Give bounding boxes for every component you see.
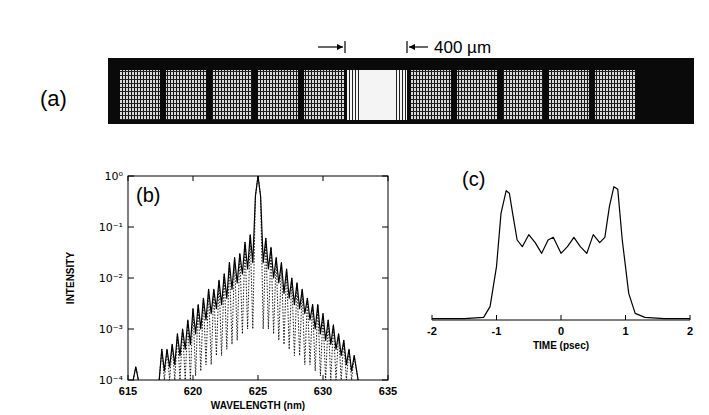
grating-block: [304, 70, 344, 120]
grating-block: [549, 70, 589, 120]
mask-background: [108, 58, 694, 124]
y-tick: [382, 278, 388, 279]
y-tick: [128, 278, 134, 279]
scale-arrowhead: [409, 44, 415, 50]
y-tick: [128, 176, 134, 177]
data-line: [133, 176, 358, 380]
y-tick-label: 10⁻²: [99, 272, 123, 285]
data-group: [432, 187, 690, 319]
figure: (a)400 µm61562062563063510⁻⁴10⁻³10⁻²10⁻¹…: [0, 0, 709, 415]
x-tick: [193, 375, 194, 380]
center-line: [349, 70, 350, 120]
scale-bar-end: [406, 41, 407, 53]
y-tick-label: 10⁰: [105, 170, 124, 183]
x-tick: [258, 375, 259, 380]
grating-block: [503, 70, 543, 120]
x-axis-title: TIME (psec): [533, 340, 589, 351]
center-line: [402, 70, 403, 120]
x-tick: [128, 375, 129, 380]
x-tick-label: 635: [379, 385, 397, 397]
x-tick: [625, 315, 626, 320]
x-tick: [323, 176, 324, 181]
x-tick: [323, 375, 324, 380]
data-line: [133, 176, 358, 380]
x-tick: [388, 176, 389, 181]
plot-frame: [128, 176, 388, 380]
panel-a: (a) 400 µm: [40, 38, 694, 124]
data-group: [133, 176, 358, 380]
x-tick: [388, 375, 389, 380]
y-tick-label: 10⁻¹: [99, 221, 123, 234]
x-tick-label: 630: [314, 385, 332, 397]
x-axis-title: WAVELENGTH (nm): [211, 400, 305, 411]
grating-block: [166, 70, 206, 120]
grating-block: [120, 70, 160, 120]
center-line: [396, 70, 397, 120]
scale-label: 400 µm: [434, 38, 491, 57]
data-line: [432, 187, 690, 319]
center-block: [347, 70, 407, 120]
x-tick-label: 620: [184, 385, 202, 397]
scale-arrowhead: [337, 44, 343, 50]
panel-label: (c): [462, 168, 485, 190]
y-tick: [128, 329, 134, 330]
x-tick-label: -1: [492, 325, 502, 337]
x-tick-label: 625: [249, 385, 267, 397]
x-tick: [561, 315, 562, 320]
center-line: [358, 70, 359, 120]
y-tick: [382, 176, 388, 177]
center-line: [399, 70, 400, 120]
x-tick-label: 2: [687, 325, 693, 337]
grating-block: [595, 70, 635, 120]
y-axis-title: INTENSITY: [65, 252, 76, 305]
x-tick-label: -2: [427, 325, 437, 337]
panel-label: (a): [40, 86, 67, 111]
y-tick: [128, 227, 134, 228]
y-tick: [382, 329, 388, 330]
grating-block: [457, 70, 497, 120]
center-line: [355, 70, 356, 120]
x-tick: [193, 176, 194, 181]
x-tick-label: 0: [558, 325, 564, 337]
panel-label: (b): [136, 184, 160, 206]
scale-bar-end: [344, 41, 345, 53]
chart-panel: -2 -1 0 1 2 TIME (psec) (c): [427, 168, 693, 351]
center-line: [405, 70, 406, 120]
center-line: [352, 70, 353, 120]
y-tick: [382, 380, 388, 381]
y-tick-label: 10⁻⁴: [99, 374, 124, 387]
grating-block: [411, 70, 451, 120]
x-tick: [496, 315, 497, 320]
grating-block: [258, 70, 298, 120]
x-tick-label: 1: [622, 325, 628, 337]
x-tick: [128, 176, 129, 181]
y-tick-label: 10⁻³: [99, 323, 123, 336]
y-tick: [382, 227, 388, 228]
chart-panel: 61562062563063510⁻⁴10⁻³10⁻²10⁻¹10⁰WAVELE…: [65, 170, 397, 411]
grating-block: [212, 70, 252, 120]
